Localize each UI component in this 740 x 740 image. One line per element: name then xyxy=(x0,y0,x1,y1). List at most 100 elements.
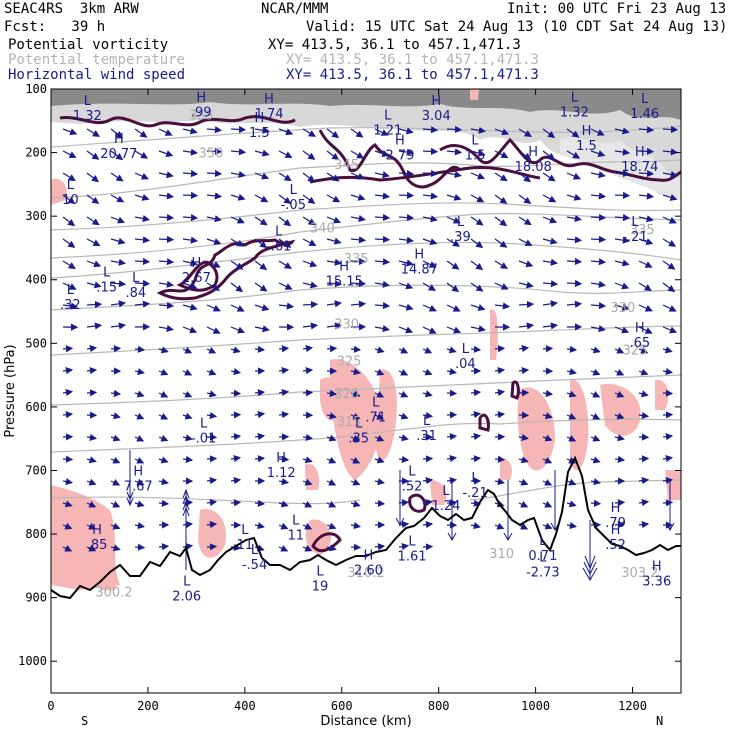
theta-label: 335 xyxy=(630,223,655,238)
wind-arrow xyxy=(494,216,508,227)
wind-arrow xyxy=(254,282,268,292)
wind-arrow xyxy=(326,194,341,203)
extremum-kind: L xyxy=(103,266,111,281)
extremum-kind: L xyxy=(539,534,547,549)
wind-arrow xyxy=(422,326,437,334)
high-pv-shading xyxy=(51,89,681,200)
wind-arrow xyxy=(638,498,650,507)
wind-arrow xyxy=(614,148,631,156)
extremum-value: 0.71 xyxy=(528,549,557,564)
wind-arrow xyxy=(278,522,289,530)
wind-arrow xyxy=(398,259,414,267)
wind-arrow xyxy=(614,259,630,267)
wind-arrow xyxy=(374,478,385,486)
extremum-value: -.05 xyxy=(281,198,306,213)
wind-arrow xyxy=(206,521,218,529)
extremum-kind: L xyxy=(251,543,259,558)
wind-arrow xyxy=(422,498,434,507)
wind-arrow xyxy=(566,236,583,244)
wind-arrow xyxy=(374,346,385,354)
wind-arrow xyxy=(110,258,126,266)
extremum-kind: L xyxy=(290,183,298,198)
wind-arrow xyxy=(206,192,223,200)
wind-arrow xyxy=(614,191,631,199)
wind-arrow xyxy=(350,478,361,486)
wind-arrow xyxy=(302,500,313,508)
wind-arrow xyxy=(350,543,362,551)
wind-arrow xyxy=(278,172,292,182)
extremum-value: -.21 xyxy=(462,486,487,501)
extremum-value: .79 xyxy=(605,516,626,531)
wind-arrow xyxy=(494,302,511,310)
extremum-value: 11 xyxy=(287,529,304,544)
wind-arrow xyxy=(134,193,150,201)
wind-arrow xyxy=(422,521,434,529)
wind-arrow xyxy=(542,434,553,442)
wind-arrow xyxy=(542,128,556,139)
wind-arrow xyxy=(590,346,601,354)
wind-arrow xyxy=(302,344,314,353)
wind-arrow xyxy=(374,235,391,244)
valid-time: Valid: 15 UTC Sat 24 Aug 13 (10 CDT Sat … xyxy=(306,19,728,35)
extremum-value: 2.79 xyxy=(385,148,414,163)
wind-arrow xyxy=(158,346,169,354)
extremum-value: 18.74 xyxy=(621,160,658,175)
wind-arrow xyxy=(662,193,678,201)
wind-arrow xyxy=(638,477,650,485)
wind-arrow xyxy=(110,434,121,442)
vertical-wind-stacks xyxy=(126,450,675,581)
wind-arrow xyxy=(350,435,361,442)
wind-arrow xyxy=(230,193,246,201)
wind-arrow xyxy=(566,150,581,159)
wind-arrow xyxy=(470,522,481,530)
wind-arrow xyxy=(422,455,434,463)
extremum-kind: L xyxy=(275,224,283,239)
extremum-kind: H xyxy=(395,133,405,148)
wind-arrow xyxy=(470,194,485,203)
wind-arrow xyxy=(350,150,365,159)
legend-theta-label: Potential temperature xyxy=(8,52,186,68)
wind-arrow xyxy=(590,192,607,200)
wind-arrow xyxy=(62,128,78,136)
wind-arrow xyxy=(158,413,169,420)
extremum-value: 1.12 xyxy=(267,466,296,481)
wind-arrow xyxy=(230,368,242,376)
extremum-value: 1.5 xyxy=(576,139,597,154)
wind-arrow xyxy=(494,260,508,269)
extremum-value: 1.5 xyxy=(465,148,486,163)
extremum-kind: H xyxy=(414,247,424,262)
wind-arrow xyxy=(278,194,292,204)
extremum-value: 3.04 xyxy=(422,109,451,124)
wind-arrow xyxy=(158,324,174,333)
wind-arrow xyxy=(230,125,247,134)
wind-arrow xyxy=(422,411,434,420)
wind-arrow xyxy=(446,260,460,270)
wind-arrow xyxy=(134,478,145,486)
wind-arrow xyxy=(542,300,559,308)
wind-arrow xyxy=(86,478,97,486)
wind-arrow xyxy=(374,171,390,179)
wind-arrow xyxy=(278,545,289,552)
wind-arrow xyxy=(254,433,266,441)
theta-label: 300.2 xyxy=(95,585,132,600)
wind-arrow xyxy=(446,282,460,293)
wind-arrow xyxy=(638,304,653,312)
wind-arrow xyxy=(566,390,577,398)
wind-arrow xyxy=(446,148,463,156)
wind-arrow xyxy=(326,172,340,182)
wind-arrow xyxy=(614,369,625,376)
theta-label: 325 xyxy=(337,354,362,369)
wind-arrow xyxy=(470,126,486,134)
wind-arrow xyxy=(422,368,433,376)
wind-arrow xyxy=(86,260,102,268)
init-time: Init: 00 UTC Fri 23 Aug 13 xyxy=(507,1,727,17)
wind-arrow xyxy=(590,128,605,136)
wind-arrow xyxy=(566,172,581,180)
wind-arrow xyxy=(230,148,247,156)
wind-arrow xyxy=(206,260,221,268)
wind-arrow xyxy=(134,435,145,442)
wind-arrow xyxy=(206,346,217,354)
wind-arrow xyxy=(494,172,508,182)
wind-arrow xyxy=(110,389,122,397)
wind-arrow xyxy=(254,126,271,134)
